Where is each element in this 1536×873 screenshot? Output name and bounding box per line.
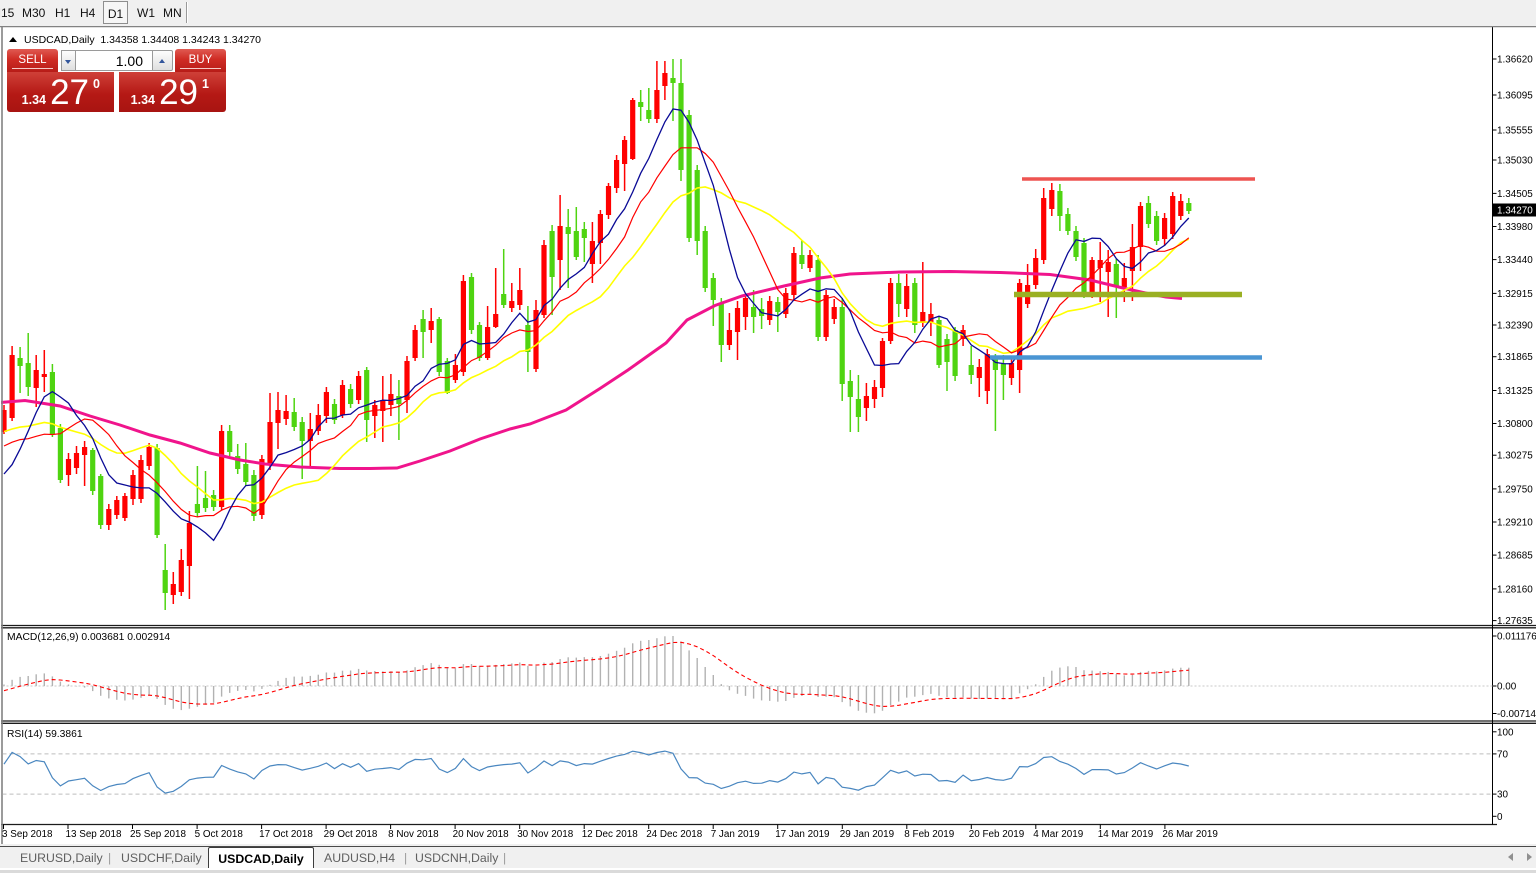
svg-text:1.36620: 1.36620 [1497, 55, 1533, 66]
svg-text:1.28685: 1.28685 [1497, 551, 1533, 562]
svg-text:1.35030: 1.35030 [1497, 156, 1533, 167]
svg-text:MACD(12,26,9) 0.003681 0.00291: MACD(12,26,9) 0.003681 0.002914 [7, 632, 170, 643]
svg-text:4 Mar 2019: 4 Mar 2019 [1033, 829, 1083, 840]
svg-text:14 Mar 2019: 14 Mar 2019 [1098, 829, 1154, 840]
svg-text:1.34505: 1.34505 [1497, 189, 1533, 200]
svg-text:1.32390: 1.32390 [1497, 321, 1533, 332]
svg-text:30 Nov 2018: 30 Nov 2018 [517, 829, 574, 840]
svg-text:1.29210: 1.29210 [1497, 518, 1533, 529]
svg-text:25 Sep 2018: 25 Sep 2018 [130, 829, 187, 840]
svg-text:100: 100 [1497, 727, 1514, 738]
svg-text:1.30800: 1.30800 [1497, 419, 1533, 430]
svg-text:13 Sep 2018: 13 Sep 2018 [66, 829, 123, 840]
svg-text:1.35555: 1.35555 [1497, 126, 1533, 137]
svg-text:-0.00714: -0.00714 [1497, 709, 1536, 720]
svg-text:24 Dec 2018: 24 Dec 2018 [646, 829, 703, 840]
svg-text:0.011176: 0.011176 [1497, 632, 1536, 643]
svg-text:1.33980: 1.33980 [1497, 222, 1533, 233]
svg-text:26 Mar 2019: 26 Mar 2019 [1162, 829, 1218, 840]
svg-text:1.32915: 1.32915 [1497, 289, 1533, 300]
svg-text:1.34270: 1.34270 [1497, 206, 1533, 217]
svg-text:5 Oct 2018: 5 Oct 2018 [195, 829, 244, 840]
svg-text:12 Dec 2018: 12 Dec 2018 [582, 829, 639, 840]
svg-text:1.28160: 1.28160 [1497, 584, 1533, 595]
svg-text:3 Sep 2018: 3 Sep 2018 [2, 829, 53, 840]
svg-text:1.29750: 1.29750 [1497, 484, 1533, 495]
svg-text:20 Feb 2019: 20 Feb 2019 [969, 829, 1025, 840]
svg-text:1.33440: 1.33440 [1497, 255, 1533, 266]
svg-text:29 Jan 2019: 29 Jan 2019 [840, 829, 895, 840]
svg-text:17 Oct 2018: 17 Oct 2018 [259, 829, 313, 840]
svg-text:8 Feb 2019: 8 Feb 2019 [904, 829, 954, 840]
svg-text:RSI(14) 59.3861: RSI(14) 59.3861 [7, 729, 83, 740]
svg-text:1.31325: 1.31325 [1497, 386, 1533, 397]
svg-text:1.30275: 1.30275 [1497, 451, 1533, 462]
svg-text:0.00: 0.00 [1497, 682, 1517, 693]
svg-text:17 Jan 2019: 17 Jan 2019 [775, 829, 830, 840]
svg-text:7 Jan 2019: 7 Jan 2019 [711, 829, 760, 840]
svg-text:70: 70 [1497, 749, 1508, 760]
svg-text:20 Nov 2018: 20 Nov 2018 [453, 829, 510, 840]
svg-text:0: 0 [1497, 812, 1503, 823]
svg-text:30: 30 [1497, 790, 1508, 801]
svg-text:1.36095: 1.36095 [1497, 91, 1533, 102]
svg-text:8 Nov 2018: 8 Nov 2018 [388, 829, 439, 840]
svg-text:1.31865: 1.31865 [1497, 352, 1533, 363]
svg-text:29 Oct 2018: 29 Oct 2018 [324, 829, 378, 840]
svg-text:1.27635: 1.27635 [1497, 616, 1533, 627]
